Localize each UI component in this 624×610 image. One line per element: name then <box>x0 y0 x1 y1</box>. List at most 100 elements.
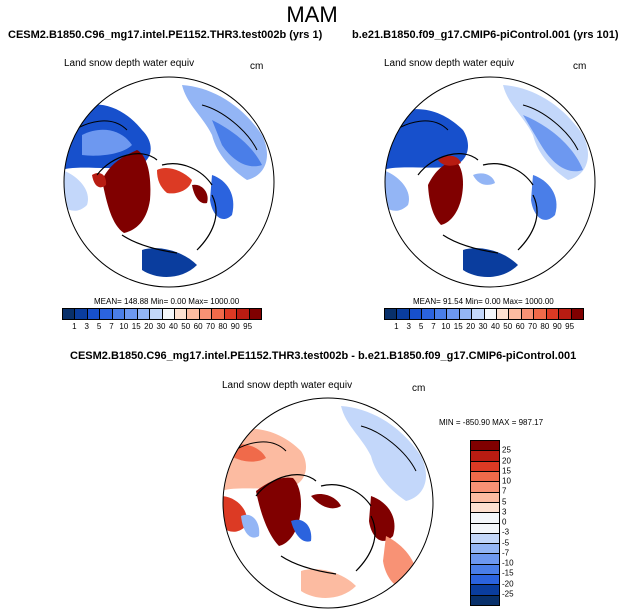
colorbar-tick-label: -25 <box>502 589 514 599</box>
colorbar-swatch <box>397 309 410 319</box>
colorbar-swatch <box>162 309 175 319</box>
right-polar-map <box>384 76 596 288</box>
colorbar-swatch <box>534 309 547 319</box>
colorbar-tick-label: 40 <box>490 322 500 331</box>
colorbar-tick-label: 0 <box>502 517 507 527</box>
colorbar-tick-label: 95 <box>243 322 253 331</box>
right-stats: MEAN= 91.54 Min= 0.00 Max= 1000.00 <box>413 297 554 306</box>
left-variable-label: Land snow depth water equiv <box>64 58 195 69</box>
colorbar-swatch <box>571 309 583 319</box>
right-colorbar-ticks: 1 3 5 7 10 15 20 30 40 50 60 70 80 90 95 <box>384 322 582 332</box>
colorbar-swatch <box>471 554 499 565</box>
page-title: MAM <box>286 2 338 27</box>
colorbar-tick-label: -15 <box>502 568 514 578</box>
colorbar-swatch <box>409 309 423 319</box>
colorbar-swatch <box>471 564 499 576</box>
colorbar-tick-label: 15 <box>131 322 141 331</box>
colorbar-tick-label: 40 <box>168 322 178 331</box>
colorbar-tick-label: 20 <box>144 322 154 331</box>
right-variable-label: Land snow depth water equiv <box>384 58 515 69</box>
colorbar-swatch <box>87 309 101 319</box>
colorbar-tick-label: -7 <box>502 548 510 558</box>
colorbar-swatch <box>100 309 113 319</box>
colorbar-tick-label: 25 <box>502 445 511 455</box>
diff-colorbar-ticks: 25 20 15 10 7 5 3 0 -3 -5 -7 -10 -15 -20 -25 <box>502 440 532 604</box>
colorbar-tick-label: 70 <box>206 322 215 331</box>
colorbar-swatch <box>472 309 485 319</box>
colorbar-tick-label: 60 <box>515 322 525 331</box>
colorbar-tick-label: 3 <box>406 322 411 331</box>
colorbar-tick-label: 15 <box>502 466 511 476</box>
right-unit-label: cm <box>573 61 587 72</box>
colorbar-swatch <box>471 523 499 534</box>
colorbar-tick-label: 60 <box>193 322 203 331</box>
colorbar-swatch <box>496 309 510 319</box>
colorbar-tick-label: 5 <box>96 322 102 331</box>
left-colorbar-ticks: 1 3 5 7 10 15 20 30 40 50 60 70 80 90 95 <box>62 322 260 332</box>
left-stats: MEAN= 148.88 Min= 0.00 Max= 1000.00 <box>94 297 240 306</box>
colorbar-tick-label: 50 <box>181 322 191 331</box>
diff-unit-label: cm <box>412 383 426 394</box>
colorbar-tick-label: -3 <box>502 527 510 537</box>
colorbar-tick-label: 5 <box>502 497 507 506</box>
colorbar-swatch <box>471 492 499 503</box>
colorbar-tick-label: 80 <box>540 322 550 331</box>
colorbar-swatch <box>237 309 250 319</box>
diff-stats: MIN = -850.90 MAX = 987.17 <box>439 418 544 427</box>
colorbar-tick-label: 95 <box>565 322 575 331</box>
colorbar-tick-label: 1 <box>394 322 399 331</box>
colorbar-tick-label: -20 <box>502 579 514 588</box>
colorbar-tick-label: 70 <box>528 322 537 331</box>
right-panel-title: b.e21.B1850.f09_g17.CMIP6-piControl.001 … <box>352 29 619 41</box>
colorbar-tick-label: 30 <box>478 322 488 331</box>
colorbar-swatch <box>471 595 499 605</box>
colorbar-tick-label: 10 <box>502 476 511 486</box>
colorbar-swatch <box>249 309 261 319</box>
diff-polar-map <box>222 397 434 609</box>
colorbar-tick-label: 7 <box>109 322 114 331</box>
colorbar-swatch <box>447 309 460 319</box>
colorbar-swatch <box>174 309 188 319</box>
diff-panel-title: CESM2.B1850.C96_mg17.intel.PE1152.THR3.t… <box>70 350 577 362</box>
colorbar-tick-label: -10 <box>502 558 514 568</box>
colorbar-swatch <box>150 309 163 319</box>
colorbar-swatch <box>521 309 535 319</box>
colorbar-tick-label: 30 <box>156 322 166 331</box>
colorbar-swatch <box>112 309 126 319</box>
colorbar-tick-label: 20 <box>502 456 511 465</box>
colorbar-swatch <box>471 513 499 524</box>
colorbar-swatch <box>434 309 448 319</box>
colorbar-swatch <box>224 309 238 319</box>
colorbar-tick-label: 3 <box>502 507 507 517</box>
colorbar-swatch <box>459 309 473 319</box>
colorbar-tick-label: 80 <box>218 322 228 331</box>
colorbar-swatch <box>471 575 499 586</box>
colorbar-swatch <box>559 309 572 319</box>
diff-variable-label: Land snow depth water equiv <box>222 380 353 391</box>
colorbar-tick-label: -5 <box>502 538 510 547</box>
colorbar-swatch <box>471 461 499 472</box>
colorbar-swatch <box>471 471 499 483</box>
colorbar-tick-label: 7 <box>431 322 436 331</box>
right-colorbar <box>384 308 584 320</box>
colorbar-swatch <box>471 441 499 452</box>
colorbar-swatch <box>484 309 497 319</box>
colorbar-swatch <box>546 309 560 319</box>
colorbar-swatch <box>385 309 398 319</box>
colorbar-tick-label: 10 <box>119 322 129 331</box>
left-panel-title: CESM2.B1850.C96_mg17.intel.PE1152.THR3.t… <box>8 29 323 41</box>
colorbar-swatch <box>212 309 225 319</box>
colorbar-swatch <box>471 451 499 462</box>
colorbar-swatch <box>63 309 76 319</box>
colorbar-tick-label: 5 <box>418 322 424 331</box>
colorbar-swatch <box>187 309 200 319</box>
colorbar-swatch <box>199 309 213 319</box>
colorbar-swatch <box>471 544 499 555</box>
colorbar-tick-label: 50 <box>503 322 513 331</box>
colorbar-swatch <box>137 309 151 319</box>
colorbar-tick-label: 20 <box>466 322 476 331</box>
left-polar-map <box>63 76 275 288</box>
left-colorbar <box>62 308 262 320</box>
colorbar-tick-label: 1 <box>72 322 77 331</box>
colorbar-tick-label: 90 <box>552 322 562 331</box>
